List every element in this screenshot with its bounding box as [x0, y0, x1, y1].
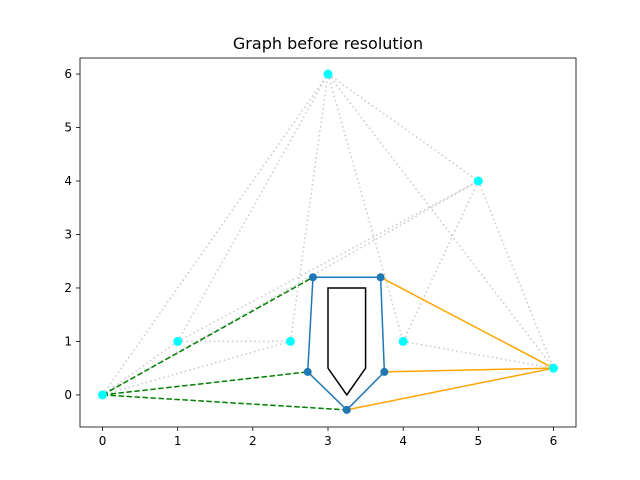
x-tick-label-0: 0 — [99, 434, 107, 448]
x-tick-label-1: 1 — [174, 434, 182, 448]
background-edge-1 — [102, 340, 291, 396]
polygon-vertex-3 — [342, 405, 351, 414]
obstacle-shape — [327, 287, 367, 397]
green-path-2 — [102, 394, 347, 411]
orange-path-0 — [380, 276, 554, 369]
x-tick-label-5: 5 — [474, 434, 482, 448]
node-point-3 — [323, 69, 333, 79]
x-tick-label-2: 2 — [249, 434, 257, 448]
background-edge-8 — [327, 73, 404, 342]
y-tick-label-0: 0 — [64, 388, 72, 402]
chart-title: Graph before resolution — [233, 34, 423, 53]
node-point-2 — [285, 336, 295, 346]
node-point-1 — [173, 336, 183, 346]
y-tick-label-2: 2 — [64, 281, 72, 295]
background-edge-5 — [177, 73, 329, 342]
orange-path-2 — [346, 367, 554, 411]
green-path-1 — [102, 371, 308, 396]
y-tick-label-3: 3 — [64, 227, 72, 241]
polygon-outline — [306, 276, 386, 411]
polygon-vertex-0 — [308, 273, 317, 282]
node-point-4 — [398, 336, 408, 346]
background-edge-6 — [177, 180, 479, 343]
node-point-6 — [548, 363, 558, 373]
node-point-0 — [98, 390, 108, 400]
background-edge-9 — [327, 73, 479, 182]
node-point-5 — [473, 176, 483, 186]
plot-area: 0 1 2 3 4 5 6 0 1 2 3 4 5 6 — [64, 57, 577, 448]
y-tick-label-1: 1 — [64, 334, 72, 348]
polygon-vertex-4 — [303, 367, 312, 376]
background-edge-7 — [289, 73, 329, 342]
polygon-vertex-2 — [380, 367, 389, 376]
x-tick-label-4: 4 — [399, 434, 407, 448]
background-edge-0 — [102, 340, 179, 396]
y-tick-label-5: 5 — [64, 121, 72, 135]
green-path-0 — [102, 276, 314, 396]
y-tick-label-4: 4 — [64, 174, 72, 188]
x-tick-label-3: 3 — [324, 434, 332, 448]
y-tick-label-6: 6 — [64, 67, 72, 81]
background-edge-10 — [327, 73, 555, 369]
background-edge-12 — [403, 340, 554, 369]
orange-path-1 — [384, 367, 554, 373]
x-tick-label-6: 6 — [550, 434, 558, 448]
polygon-vertex-1 — [376, 273, 385, 282]
